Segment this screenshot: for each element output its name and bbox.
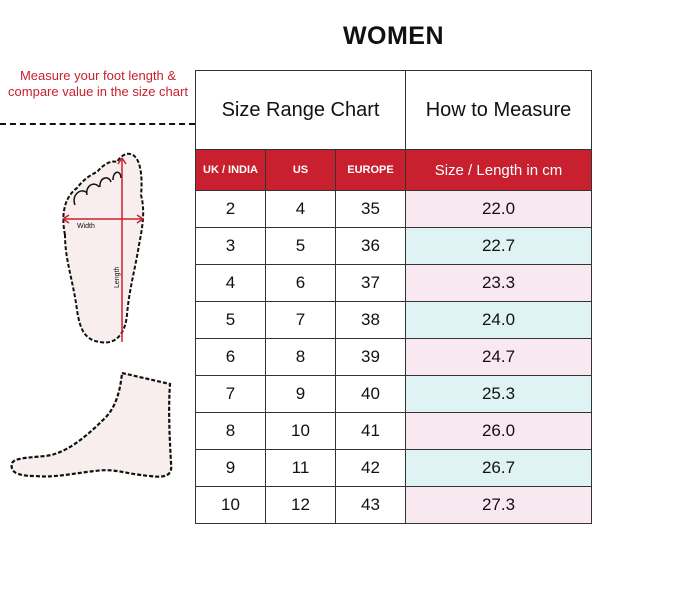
uk-india-cell: 8 <box>195 412 266 450</box>
foot-top-view-illustration: Width Length <box>62 152 145 344</box>
table-row: 6 8 39 24.7 <box>195 338 592 376</box>
col-length-cm: Size / Length in cm <box>405 149 592 191</box>
table-row: 7 9 40 25.3 <box>195 375 592 413</box>
uk-india-cell: 7 <box>195 375 266 413</box>
us-cell: 9 <box>265 375 336 413</box>
uk-india-cell: 5 <box>195 301 266 339</box>
dashed-divider <box>0 123 195 125</box>
measure-note: Measure your foot length & compare value… <box>8 68 188 99</box>
length-cm-cell: 22.0 <box>405 190 592 228</box>
page-title: WOMEN <box>342 22 445 50</box>
us-cell: 7 <box>265 301 336 339</box>
length-label: Length <box>114 266 121 288</box>
uk-india-cell: 2 <box>195 190 266 228</box>
us-cell: 8 <box>265 338 336 376</box>
us-cell: 5 <box>265 227 336 265</box>
table-row: 2 4 35 22.0 <box>195 190 592 228</box>
col-us: US <box>265 149 336 191</box>
europe-cell: 37 <box>335 264 406 302</box>
table-row: 8 10 41 26.0 <box>195 412 592 450</box>
uk-india-cell: 3 <box>195 227 266 265</box>
us-cell: 11 <box>265 449 336 487</box>
length-cm-cell: 22.7 <box>405 227 592 265</box>
us-cell: 12 <box>265 486 336 524</box>
width-label: Width <box>77 223 95 230</box>
table-row: 9 11 42 26.7 <box>195 449 592 487</box>
europe-cell: 41 <box>335 412 406 450</box>
europe-cell: 42 <box>335 449 406 487</box>
length-cm-cell: 24.7 <box>405 338 592 376</box>
length-cm-cell: 25.3 <box>405 375 592 413</box>
table-row: 5 7 38 24.0 <box>195 301 592 339</box>
uk-india-cell: 4 <box>195 264 266 302</box>
us-cell: 6 <box>265 264 336 302</box>
europe-cell: 35 <box>335 190 406 228</box>
uk-india-cell: 6 <box>195 338 266 376</box>
uk-india-cell: 10 <box>195 486 266 524</box>
europe-cell: 36 <box>335 227 406 265</box>
europe-cell: 38 <box>335 301 406 339</box>
length-cm-cell: 24.0 <box>405 301 592 339</box>
length-cm-cell: 26.0 <box>405 412 592 450</box>
europe-cell: 43 <box>335 486 406 524</box>
size-range-chart-header: Size Range Chart <box>195 70 406 150</box>
length-cm-cell: 26.7 <box>405 449 592 487</box>
table-row: 4 6 37 23.3 <box>195 264 592 302</box>
europe-cell: 39 <box>335 338 406 376</box>
us-cell: 10 <box>265 412 336 450</box>
foot-side-view-illustration <box>10 371 173 478</box>
europe-cell: 40 <box>335 375 406 413</box>
how-to-measure-header: How to Measure <box>405 70 592 150</box>
size-table: Size Range Chart How to Measure UK / IND… <box>195 70 592 524</box>
us-cell: 4 <box>265 190 336 228</box>
col-uk-india: UK / INDIA <box>195 149 266 191</box>
table-row: 3 5 36 22.7 <box>195 227 592 265</box>
uk-india-cell: 9 <box>195 449 266 487</box>
length-cm-cell: 23.3 <box>405 264 592 302</box>
table-row: 10 12 43 27.3 <box>195 486 592 524</box>
col-europe: EUROPE <box>335 149 406 191</box>
length-cm-cell: 27.3 <box>405 486 592 524</box>
